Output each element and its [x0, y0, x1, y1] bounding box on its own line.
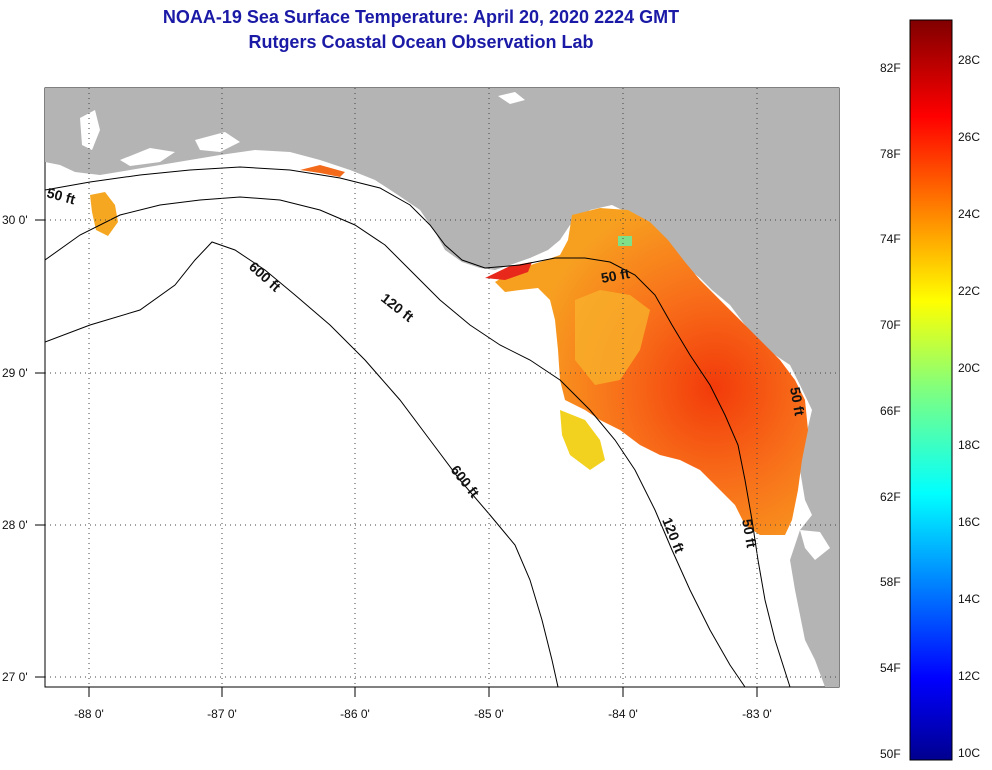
colorbar-label-c: 18C	[958, 438, 980, 452]
sst-green-pixel	[618, 236, 632, 246]
colorbar-label-c: 10C	[958, 746, 980, 760]
contour-50ft	[45, 166, 791, 687]
sst-apalachicola-patch	[485, 262, 532, 280]
lake	[498, 92, 525, 104]
bay	[195, 132, 240, 152]
colorbar-label-f: 82F	[880, 61, 901, 75]
sst-big-bend-patch	[495, 208, 808, 535]
colorbar-label-c: 16C	[958, 515, 980, 529]
sst-cool-patch	[575, 290, 650, 385]
colorbar-label-c: 22C	[958, 284, 980, 298]
colorbar-label-f: 66F	[880, 404, 901, 418]
colorbar-label-f: 58F	[880, 575, 901, 589]
map-subtitle: Rutgers Coastal Ocean Observation Lab	[248, 32, 594, 52]
contour-label: 50 ft	[45, 184, 77, 207]
contour-label: 50 ft	[739, 518, 760, 549]
bay	[80, 110, 100, 150]
colorbar	[909, 19, 953, 761]
lat-label: 30 0'	[2, 213, 28, 227]
colorbar-label-f: 54F	[880, 661, 901, 675]
sst-yellow-edge	[560, 410, 605, 470]
contour-120ft	[45, 196, 746, 687]
sst-panhandle-patch	[90, 192, 118, 236]
colorbar-label-f: 62F	[880, 490, 901, 504]
contour-600ft	[45, 241, 559, 687]
lon-label: -86 0'	[340, 707, 370, 721]
contour-label: 50 ft	[600, 265, 631, 286]
colorbar-label-c: 14C	[958, 592, 980, 606]
colorbar-label-c: 24C	[958, 207, 980, 221]
colorbar-label-c: 26C	[958, 130, 980, 144]
lon-label: -85 0'	[474, 707, 504, 721]
lon-label: -88 0'	[74, 707, 104, 721]
contour-label: 50 ft	[787, 386, 808, 417]
axis-ticks	[35, 219, 758, 697]
bay	[120, 148, 175, 166]
lon-label: -87 0'	[207, 707, 237, 721]
colorbar-label-c: 28C	[958, 53, 980, 67]
colorbar-label-f: 70F	[880, 318, 901, 332]
lon-label: -84 0'	[608, 707, 638, 721]
map-title: NOAA-19 Sea Surface Temperature: April 2…	[162, 7, 680, 27]
lat-label: 29 0'	[2, 366, 28, 380]
colorbar-label-c: 12C	[958, 669, 980, 683]
lat-label: 28 0'	[2, 518, 28, 532]
colorbar-label-f: 50F	[880, 747, 901, 761]
colorbar-label-f: 78F	[880, 147, 901, 161]
map-content: 50 ft 600 ft 120 ft 50 ft 600 ft 120 ft …	[45, 88, 839, 687]
bay	[800, 530, 830, 560]
lat-label: 27 0'	[2, 670, 28, 684]
lon-label: -83 0'	[742, 707, 772, 721]
land-mass	[45, 88, 839, 687]
colorbar-label-f: 74F	[880, 232, 901, 246]
sst-nearshore-strip	[300, 165, 345, 177]
colorbar-label-c: 20C	[958, 361, 980, 375]
